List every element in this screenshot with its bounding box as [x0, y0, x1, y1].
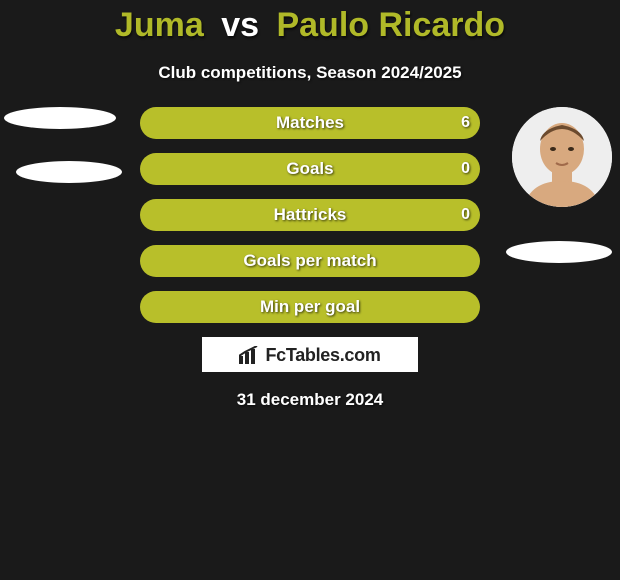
- comparison-stage: Matches6Goals0Hattricks0Goals per matchM…: [0, 107, 620, 323]
- avatar-placeholder-left-1: [4, 107, 116, 129]
- title-player1: Juma: [115, 6, 204, 44]
- bar-label: Goals per match: [140, 251, 480, 271]
- bar-label: Min per goal: [140, 297, 480, 317]
- stat-bar: Min per goal: [140, 291, 480, 323]
- bar-label: Hattricks: [140, 205, 480, 225]
- subtitle: Club competitions, Season 2024/2025: [0, 63, 620, 83]
- bar-value-player2: 6: [461, 114, 470, 132]
- stat-bars: Matches6Goals0Hattricks0Goals per matchM…: [140, 107, 480, 323]
- stat-bar: Goals0: [140, 153, 480, 185]
- chart-icon: [239, 346, 261, 364]
- title-player2: Paulo Ricardo: [276, 6, 505, 44]
- page-title: Juma vs Paulo Ricardo: [0, 0, 620, 45]
- title-vs: vs: [221, 6, 259, 44]
- footer-date: 31 december 2024: [0, 390, 620, 410]
- brand-badge[interactable]: FcTables.com: [202, 337, 418, 372]
- avatar-placeholder-left-2: [16, 161, 122, 183]
- bar-value-player2: 0: [461, 206, 470, 224]
- bar-label: Matches: [140, 113, 480, 133]
- avatar-player2-image: [512, 107, 612, 207]
- brand-text: FcTables.com: [265, 345, 380, 365]
- stat-bar: Hattricks0: [140, 199, 480, 231]
- bar-value-player2: 0: [461, 160, 470, 178]
- avatar-player2: [512, 107, 612, 207]
- club-placeholder-right: [506, 241, 612, 263]
- stat-bar: Goals per match: [140, 245, 480, 277]
- bar-label: Goals: [140, 159, 480, 179]
- stat-bar: Matches6: [140, 107, 480, 139]
